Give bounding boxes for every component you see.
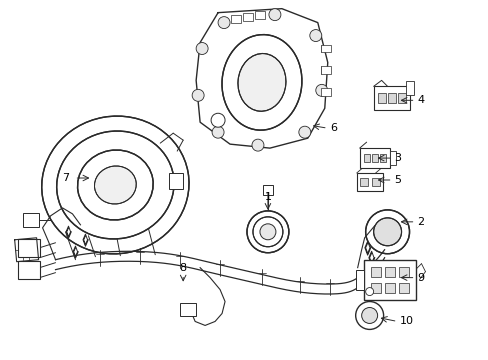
Text: 8: 8: [179, 263, 186, 273]
Circle shape: [211, 113, 224, 127]
Bar: [398, 267, 407, 276]
Bar: [243, 13, 252, 21]
Bar: [356, 173, 382, 191]
Circle shape: [373, 218, 401, 246]
Bar: [389, 151, 395, 165]
Ellipse shape: [260, 224, 275, 240]
Circle shape: [365, 210, 408, 254]
Bar: [359, 178, 367, 186]
Bar: [387, 93, 395, 103]
Bar: [320, 45, 330, 53]
Text: 10: 10: [399, 316, 413, 327]
Text: 9: 9: [417, 273, 424, 283]
Ellipse shape: [78, 150, 153, 220]
Circle shape: [365, 288, 373, 296]
Circle shape: [196, 42, 208, 54]
Text: 4: 4: [417, 95, 424, 105]
Bar: [254, 11, 264, 19]
Text: 2: 2: [417, 217, 424, 227]
Bar: [377, 93, 385, 103]
Circle shape: [218, 17, 229, 28]
Bar: [18, 261, 40, 279]
Bar: [370, 267, 380, 276]
Bar: [384, 283, 394, 293]
Bar: [384, 267, 394, 276]
Circle shape: [212, 126, 224, 138]
Circle shape: [251, 139, 264, 151]
Ellipse shape: [246, 211, 288, 253]
Bar: [375, 285, 393, 298]
Bar: [373, 86, 408, 110]
Ellipse shape: [94, 166, 136, 204]
Circle shape: [192, 89, 203, 101]
Ellipse shape: [222, 35, 301, 130]
Ellipse shape: [238, 54, 285, 111]
Circle shape: [361, 307, 377, 323]
Bar: [230, 15, 241, 23]
Bar: [359, 148, 389, 168]
Bar: [379, 154, 385, 162]
Polygon shape: [196, 9, 327, 148]
Circle shape: [355, 302, 383, 329]
Bar: [371, 154, 377, 162]
Bar: [370, 283, 380, 293]
Bar: [355, 270, 363, 289]
Bar: [18, 239, 40, 257]
Circle shape: [315, 84, 327, 96]
Text: 5: 5: [394, 175, 401, 185]
Polygon shape: [15, 238, 39, 262]
Bar: [363, 154, 369, 162]
Ellipse shape: [57, 131, 174, 239]
Bar: [180, 302, 196, 316]
Bar: [22, 213, 39, 227]
Ellipse shape: [41, 116, 189, 254]
Circle shape: [309, 30, 321, 41]
Circle shape: [268, 9, 280, 21]
Bar: [320, 67, 330, 75]
Text: 1: 1: [264, 192, 271, 202]
Bar: [363, 260, 415, 300]
Text: 7: 7: [62, 173, 69, 183]
Bar: [371, 178, 379, 186]
Bar: [397, 93, 405, 103]
Bar: [320, 88, 330, 96]
Ellipse shape: [252, 217, 283, 247]
Bar: [405, 81, 413, 95]
Bar: [169, 173, 183, 189]
Bar: [398, 283, 407, 293]
Text: 6: 6: [329, 123, 336, 133]
Text: 3: 3: [394, 153, 401, 163]
Circle shape: [298, 126, 310, 138]
Bar: [263, 185, 272, 195]
